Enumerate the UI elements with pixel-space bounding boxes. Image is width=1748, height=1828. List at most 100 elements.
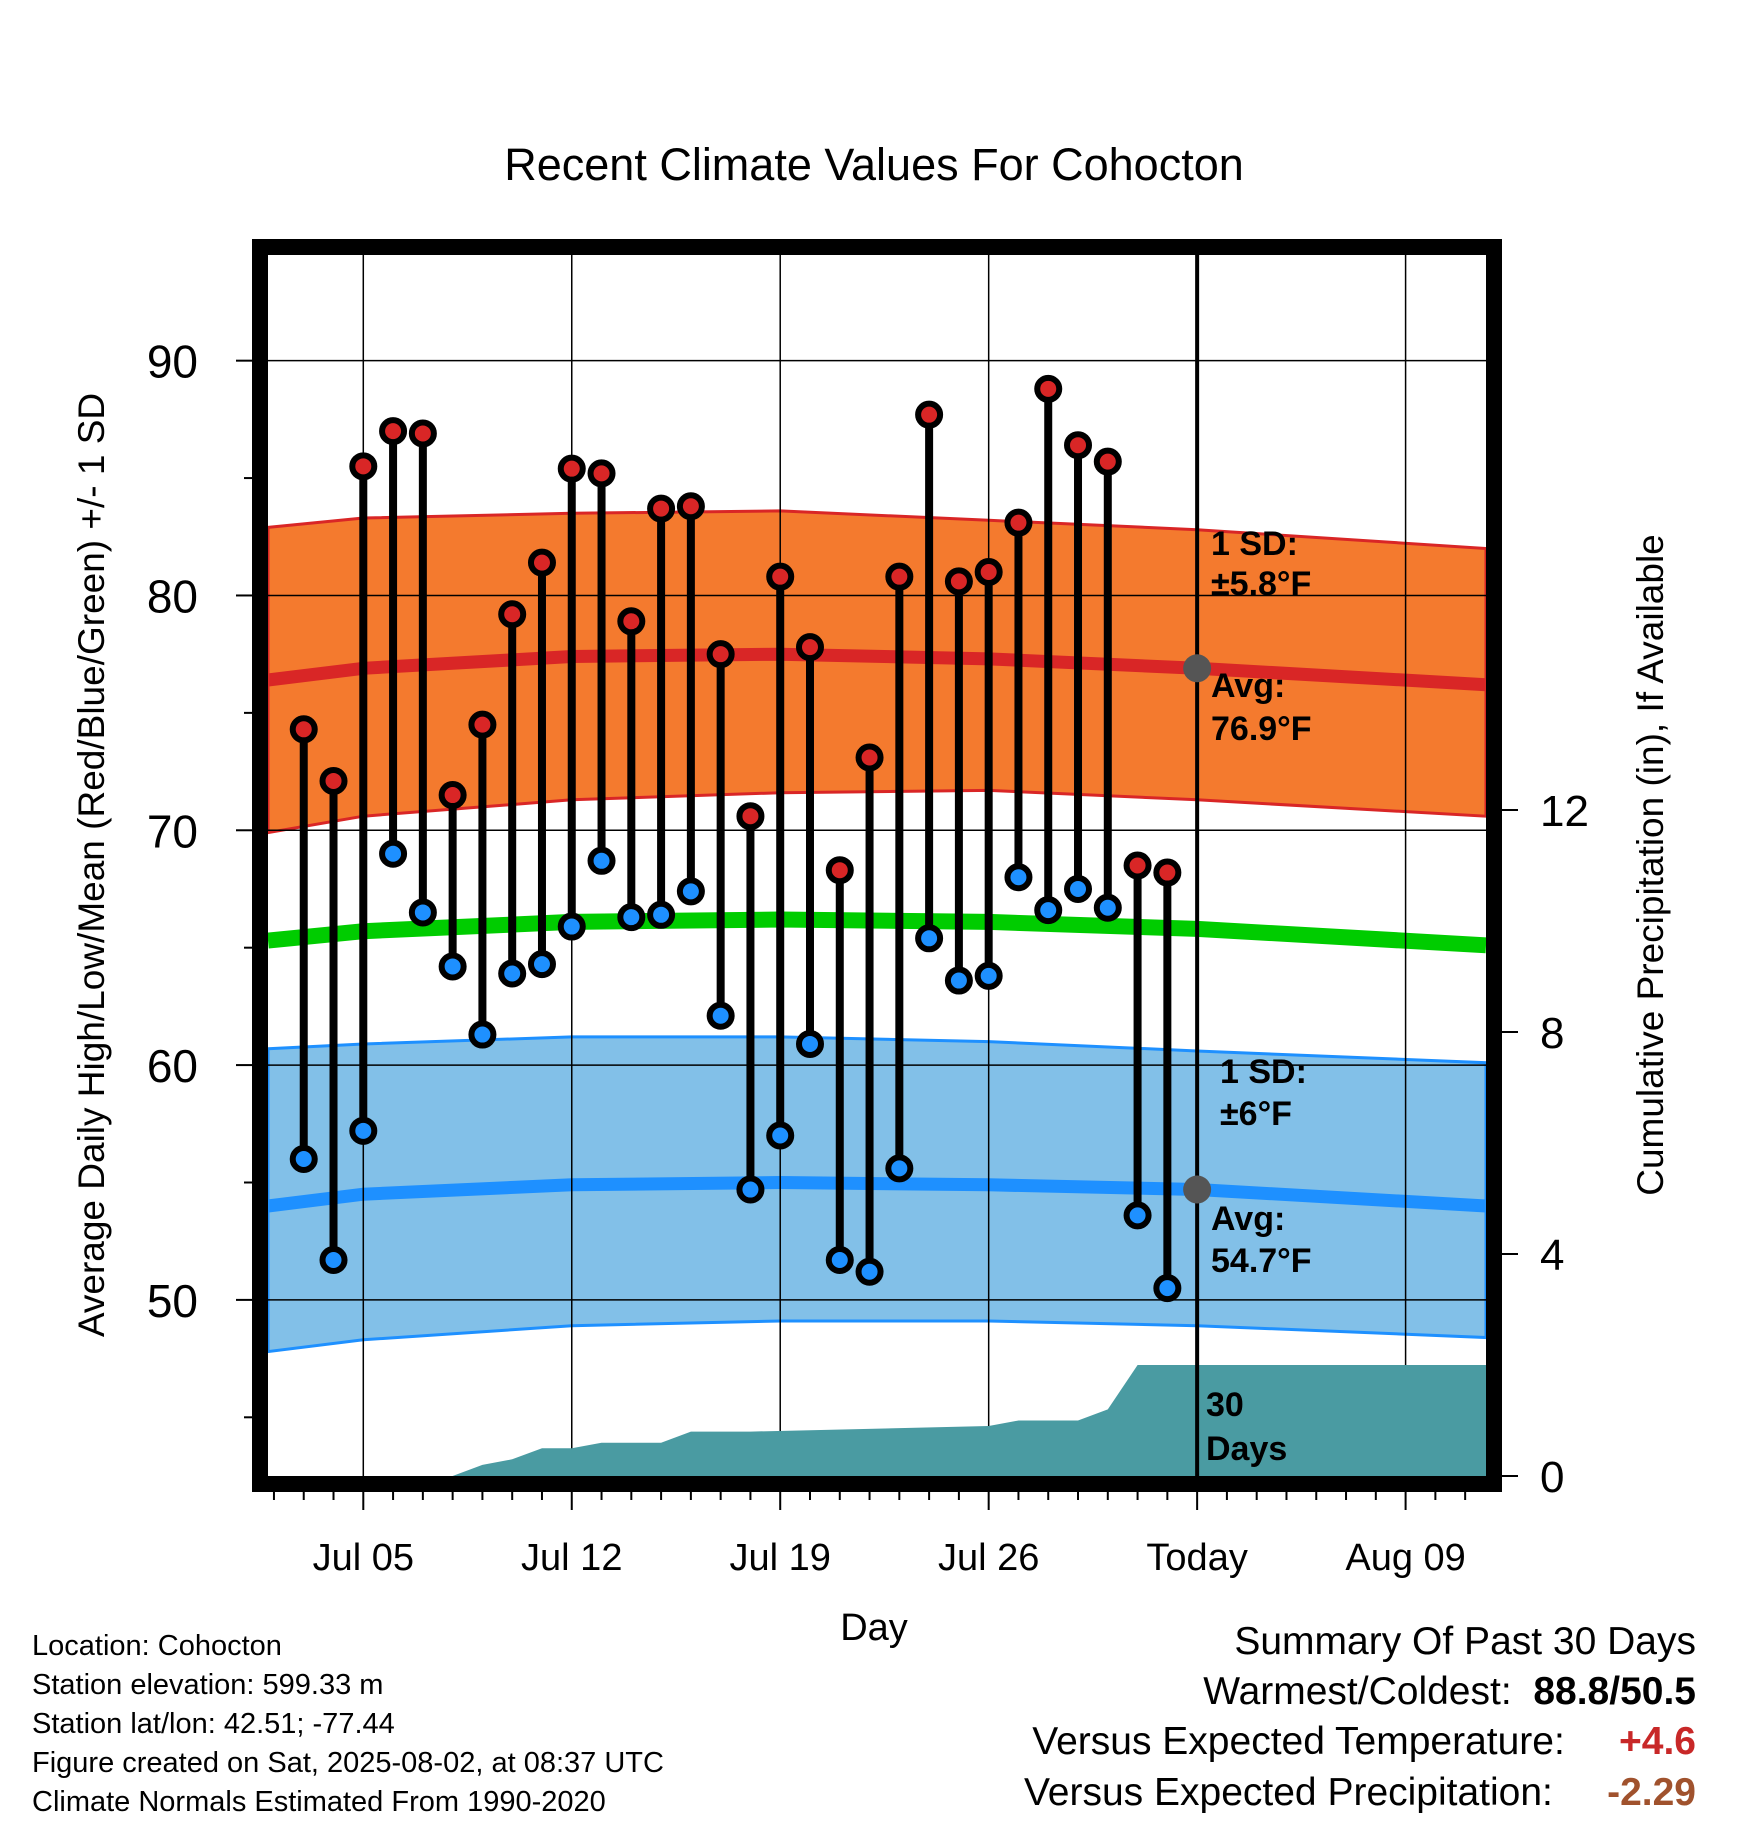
footer-location: Location: Cohocton bbox=[32, 1630, 282, 1662]
low-dot bbox=[825, 1245, 854, 1274]
high-dot bbox=[885, 562, 914, 591]
high-dot bbox=[468, 710, 497, 739]
high-dot bbox=[915, 400, 944, 429]
low-dot bbox=[557, 912, 586, 941]
precipitation-area bbox=[303, 1365, 1487, 1476]
y2-tick-label: 12 bbox=[1540, 787, 1589, 836]
high-dot bbox=[825, 856, 854, 885]
low-dot bbox=[587, 846, 616, 875]
low-dot bbox=[944, 966, 973, 995]
y-axis-label: Average Daily High/Low/Mean (Red/Blue/Gr… bbox=[71, 393, 112, 1337]
summary-warm-cold: Warmest/Coldest: 88.8/50.5 bbox=[1203, 1670, 1696, 1714]
low-dot bbox=[855, 1257, 884, 1286]
low-dot bbox=[617, 903, 646, 932]
y-tick-label: 80 bbox=[147, 570, 198, 622]
high-dot bbox=[438, 781, 467, 810]
high-dot bbox=[617, 607, 646, 636]
x-tick-label: Jul 05 bbox=[313, 1537, 414, 1579]
x-tick-label: Today bbox=[1146, 1537, 1247, 1579]
high-dot bbox=[706, 640, 735, 669]
high-dot bbox=[289, 715, 318, 744]
low-dot bbox=[349, 1116, 378, 1145]
low-dot bbox=[468, 1020, 497, 1049]
precip-days-unit: Days bbox=[1206, 1430, 1287, 1468]
high-dot bbox=[527, 548, 556, 577]
low-dot bbox=[736, 1175, 765, 1204]
plot-frame bbox=[252, 239, 1502, 1492]
high-dot bbox=[349, 452, 378, 481]
high-dot bbox=[1034, 374, 1063, 403]
daily-dots bbox=[289, 374, 1182, 1303]
today-normal-high-marker bbox=[1183, 654, 1212, 683]
high-dot bbox=[1004, 508, 1033, 537]
high-dot bbox=[736, 802, 765, 831]
summary-warm-cold-label: Warmest/Coldest: bbox=[1203, 1670, 1512, 1713]
summary-warm-cold-value: 88.8/50.5 bbox=[1533, 1670, 1696, 1713]
daily-range-stems bbox=[299, 388, 1172, 1289]
high-sd-label: 1 SD: bbox=[1211, 525, 1298, 563]
low-dot bbox=[647, 900, 676, 929]
summary-title: Summary Of Past 30 Days bbox=[1234, 1620, 1696, 1663]
high-sd-value: ±5.8°F bbox=[1211, 565, 1311, 603]
low-dot bbox=[1034, 896, 1063, 925]
footer-latlon: Station lat/lon: 42.51; -77.44 bbox=[32, 1708, 395, 1740]
low-dot bbox=[795, 1029, 824, 1058]
high-dot bbox=[498, 600, 527, 629]
high-dot bbox=[1153, 858, 1182, 887]
high-dot bbox=[408, 419, 437, 448]
y2-tick-label: 4 bbox=[1540, 1231, 1564, 1280]
high-dot bbox=[647, 494, 676, 523]
low-dot bbox=[1004, 863, 1033, 892]
y2-axis-label: Cumulative Precipitation (in), If Availa… bbox=[1630, 534, 1671, 1196]
x-tick-label: Jul 12 bbox=[521, 1537, 622, 1579]
y2-tick-label: 0 bbox=[1540, 1453, 1564, 1502]
y2-tick-label: 8 bbox=[1540, 1009, 1564, 1058]
high-dot bbox=[319, 766, 348, 795]
low-dot bbox=[676, 877, 705, 906]
high-dot bbox=[795, 633, 824, 662]
high-dot bbox=[379, 417, 408, 446]
low-dot bbox=[766, 1121, 795, 1150]
y-tick-label: 90 bbox=[147, 336, 198, 388]
low-dot bbox=[408, 898, 437, 927]
low-sd-value: ±6°F bbox=[1220, 1095, 1292, 1133]
high-dot bbox=[587, 459, 616, 488]
low-dot bbox=[885, 1154, 914, 1183]
footer-normals: Climate Normals Estimated From 1990-2020 bbox=[32, 1786, 606, 1818]
high-dot bbox=[1093, 447, 1122, 476]
high-avg-label: Avg: bbox=[1211, 667, 1285, 705]
high-dot bbox=[1123, 851, 1152, 880]
summary-temp-value: +4.6 bbox=[1619, 1720, 1696, 1763]
x-axis-label: Day bbox=[840, 1607, 908, 1649]
summary-temp-label: Versus Expected Temperature: bbox=[1032, 1720, 1565, 1763]
low-dot bbox=[974, 961, 1003, 990]
low-avg-label: Avg: bbox=[1211, 1200, 1285, 1238]
y-tick-label: 60 bbox=[147, 1040, 198, 1092]
low-dot bbox=[1123, 1201, 1152, 1230]
high-dot bbox=[855, 743, 884, 772]
today-normal-low-marker bbox=[1183, 1175, 1212, 1204]
x-tick-label: Jul 26 bbox=[938, 1537, 1039, 1579]
low-dot bbox=[915, 924, 944, 953]
low-dot bbox=[1093, 893, 1122, 922]
low-dot bbox=[498, 959, 527, 988]
precip-area bbox=[303, 1365, 1487, 1476]
y-tick-label: 50 bbox=[147, 1275, 198, 1327]
high-dot bbox=[1064, 431, 1093, 460]
low-dot bbox=[527, 950, 556, 979]
high-dot bbox=[974, 557, 1003, 586]
summary-precip-label: Versus Expected Precipitation: bbox=[1023, 1771, 1553, 1814]
low-avg-value: 54.7°F bbox=[1211, 1242, 1312, 1280]
low-dot bbox=[379, 839, 408, 868]
low-dot bbox=[319, 1245, 348, 1274]
today-marker bbox=[1183, 247, 1212, 1484]
summary-precip: Versus Expected Precipitation: -2.29 bbox=[1024, 1771, 1696, 1815]
footer-elevation: Station elevation: 599.33 m bbox=[32, 1669, 384, 1701]
high-avg-value: 76.9°F bbox=[1211, 710, 1312, 748]
axes: 50 60 70 80 90 0 4 8 12 Jul 05 Jul 12 Jul 19 Jul 26 T… bbox=[147, 336, 1589, 1579]
high-dot bbox=[557, 454, 586, 483]
y-tick-label: 70 bbox=[147, 805, 198, 857]
summary-precip-value: -2.29 bbox=[1607, 1771, 1696, 1814]
x-tick-label: Jul 19 bbox=[730, 1537, 831, 1579]
